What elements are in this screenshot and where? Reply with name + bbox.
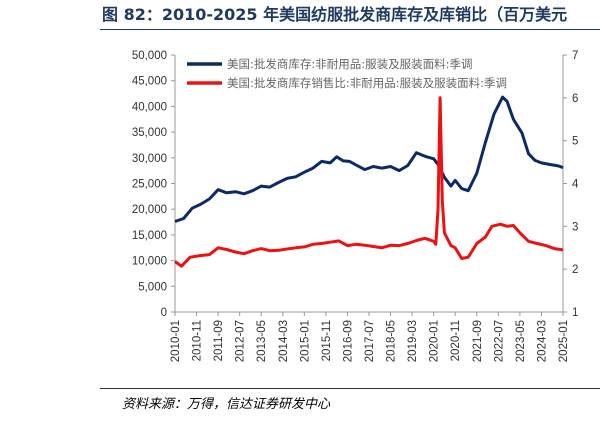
x-tick-label: 2013-05 — [256, 320, 268, 362]
right-tick-label: 1 — [572, 307, 578, 319]
right-tick-label: 3 — [572, 221, 578, 233]
x-tick-label: 2016-09 — [342, 320, 354, 362]
x-tick-label: 2012-07 — [235, 320, 247, 362]
left-tick-label: 30,000 — [132, 153, 167, 165]
legend-label-2: 美国:批发商库存销售比:非耐用品:服装及服装面料:季调 — [227, 76, 507, 90]
left-tick-label: 40,000 — [132, 101, 167, 113]
x-tick-label: 2020-01 — [429, 320, 441, 362]
x-tick-label: 2014-03 — [278, 320, 290, 362]
left-tick-label: 45,000 — [132, 76, 167, 88]
x-tick-label: 2022-07 — [493, 320, 505, 362]
x-tick-label: 2018-05 — [386, 320, 398, 362]
left-tick-label: 15,000 — [132, 230, 167, 242]
x-tick-label: 2010-01 — [170, 320, 182, 362]
right-tick-label: 5 — [572, 136, 578, 148]
x-tick-label: 2015-11 — [321, 320, 333, 361]
source-rule — [100, 388, 600, 389]
series-line-1 — [174, 95, 564, 223]
x-tick-label: 2015-01 — [299, 320, 311, 362]
x-tick-label: 2019-03 — [407, 320, 419, 362]
right-tick-label: 6 — [572, 93, 578, 105]
source-note: 资料来源：万得，信达证券研发中心 — [122, 397, 331, 412]
left-tick-label: 20,000 — [132, 204, 167, 216]
line-chart: 0 5,000 10,000 15,000 20,000 25,000 30,000 35,0… — [132, 50, 579, 362]
series-line-2 — [174, 96, 564, 268]
left-tick-label: 50,000 — [132, 50, 167, 62]
right-tick-label: 2 — [572, 264, 578, 276]
left-tick-label: 35,000 — [132, 127, 167, 139]
left-tick-label: 0 — [161, 307, 167, 319]
legend-label-1: 美国:批发商库存:非耐用品:服装及服装面料:季调 — [227, 57, 473, 71]
left-tick-label: 5,000 — [138, 281, 167, 293]
right-tick-label: 7 — [572, 50, 578, 62]
x-tick-label: 2021-09 — [472, 320, 484, 362]
x-tick-label: 2010-11 — [192, 320, 204, 361]
x-tick-label: 2011-09 — [213, 320, 225, 361]
left-tick-label: 25,000 — [132, 179, 167, 191]
x-tick-label: 2020-11 — [450, 320, 462, 361]
x-tick-label: 2024-03 — [536, 320, 548, 362]
page-title: 图 82：2010-2025 年美国纺服批发商库存及库销比（百万美元 — [102, 5, 568, 24]
x-tick-label: 2023-05 — [515, 320, 527, 362]
left-tick-label: 10,000 — [132, 256, 167, 268]
x-tick-label: 2017-07 — [364, 320, 376, 362]
title-rule — [100, 29, 600, 30]
x-tick-label: 2025-01 — [558, 320, 570, 362]
right-tick-label: 4 — [572, 179, 579, 191]
